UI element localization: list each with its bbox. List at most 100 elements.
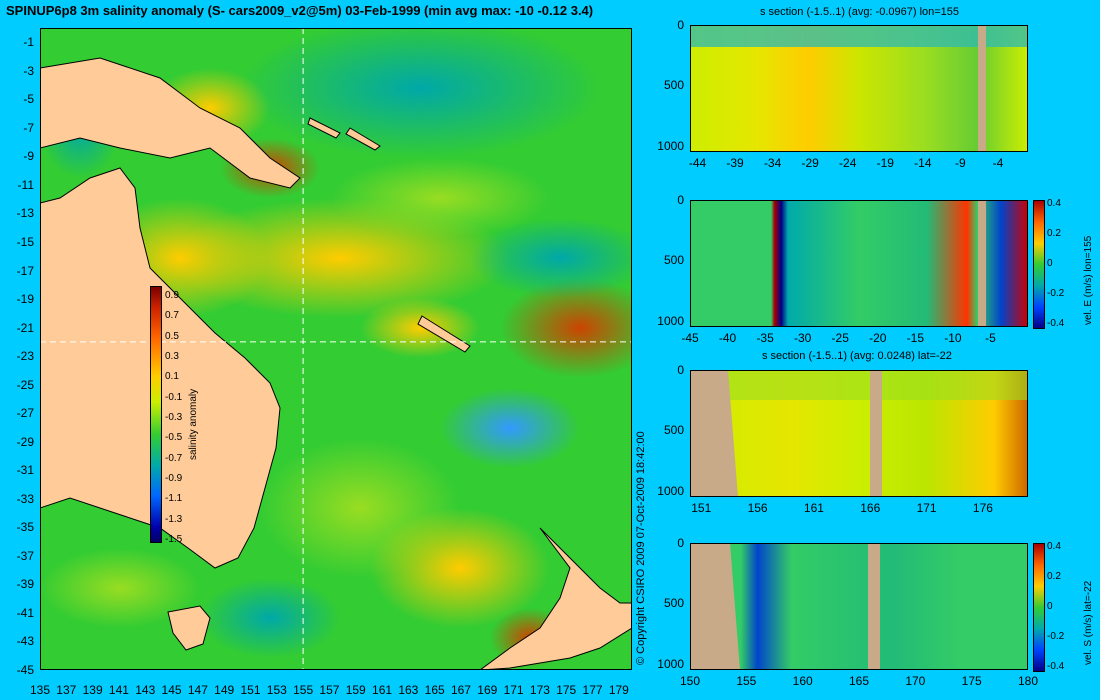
section-colorbar-tick: 0.4	[1047, 198, 1061, 209]
s-section-lat-title: s section (-1.5..1) (avg: 0.0248) lat=-2…	[762, 350, 952, 362]
section-x-tick: -44	[688, 156, 707, 170]
s-section-lon-frame	[690, 25, 1028, 152]
map-y-tick: -15	[16, 235, 34, 249]
map-y-tick: -35	[16, 520, 34, 535]
map-y-tick: -1	[23, 35, 34, 50]
map-y-tick: -39	[16, 577, 34, 592]
section-y-tick: 0	[677, 363, 684, 377]
map-colorbar-tick: -0.3	[165, 412, 183, 423]
map-y-tick: -21	[16, 320, 34, 335]
section-x-tick: -30	[793, 331, 812, 345]
section-x-tick: 166	[860, 501, 881, 515]
section-y-tick: 1000	[657, 483, 684, 498]
section-colorbar-tick: 0	[1047, 601, 1053, 612]
section-x-tick: 165	[848, 674, 870, 688]
section-x-tick: -15	[906, 331, 924, 345]
map-x-tick: 141	[108, 683, 129, 697]
map-x-tick: 167	[450, 683, 471, 697]
map-y-tick: -3	[23, 63, 34, 78]
map-x-tick: 145	[161, 683, 182, 697]
section-x-tick: 171	[916, 501, 937, 515]
section-colorbar-tick: -0.4	[1047, 661, 1065, 672]
vel-e-colorbar-label: vel. E (m/s) lon=155	[1083, 235, 1094, 325]
section-x-tick: 170	[905, 674, 926, 688]
section-y-tick: 1000	[657, 313, 684, 328]
map-x-tick: 171	[503, 683, 524, 697]
vel-s-land-2	[868, 543, 880, 670]
map-colorbar-tick: -1.3	[165, 513, 183, 525]
s-section-lat-land	[690, 370, 738, 497]
map-y-tick: -9	[23, 149, 34, 164]
section-x-tick: -39	[726, 156, 744, 170]
vel-e-colorbar	[1033, 200, 1045, 329]
section-x-tick: -5	[985, 331, 996, 345]
section-x-tick: -35	[756, 331, 774, 345]
section-y-tick: 0	[677, 18, 684, 32]
map-x-tick: 163	[398, 683, 419, 697]
map-colorbar-tick: 0.3	[165, 351, 179, 362]
vel-s-field	[690, 543, 1028, 670]
map-y-tick: -29	[16, 434, 34, 449]
map-colorbar-tick: -0.7	[165, 452, 183, 464]
section-colorbar-tick: -0.4	[1047, 318, 1065, 329]
map-y-tick: -43	[16, 634, 34, 649]
map-y-tick: -37	[16, 548, 34, 563]
map-x-tick: 157	[319, 683, 340, 697]
map-colorbar-tick: -1.5	[165, 534, 183, 545]
section-colorbar-tick: 0	[1047, 258, 1053, 269]
map-y-tick: -31	[16, 463, 34, 478]
map-colorbar-tick: -0.1	[165, 391, 183, 403]
tasmania-land	[167, 605, 211, 651]
map-y-tick: -25	[16, 377, 34, 392]
section-x-tick: -34	[763, 156, 782, 170]
section-colorbar-tick: -0.2	[1047, 631, 1065, 642]
vel-e-field	[690, 200, 1028, 327]
section-x-tick: -10	[944, 331, 962, 345]
new-caledonia-land	[417, 315, 471, 353]
map-colorbar-tick: 0.9	[165, 290, 179, 301]
section-colorbar-tick: 0.2	[1047, 228, 1061, 239]
section-x-tick: 175	[961, 674, 982, 688]
section-y-tick: 500	[663, 78, 684, 93]
vel-e-section-plot[interactable]	[690, 200, 1028, 327]
map-x-tick: 149	[214, 683, 235, 697]
map-x-tick: 135	[29, 683, 51, 697]
vel-e-frame	[690, 200, 1028, 327]
page-title: SPINUP6p8 3m salinity anomaly (S- cars20…	[6, 3, 594, 18]
section-x-tick: 161	[803, 501, 824, 515]
section-y-tick: 0	[677, 193, 684, 207]
s-section-lat-plot[interactable]	[690, 370, 1028, 497]
section-x-tick: -4	[992, 156, 1004, 170]
new-guinea-land	[40, 57, 301, 189]
s-section-lon-land	[978, 25, 986, 152]
vel-s-section-plot[interactable]	[690, 543, 1028, 670]
map-x-tick: 169	[477, 683, 498, 697]
map-y-tick: -45	[16, 663, 34, 677]
map-y-tick: -27	[16, 406, 34, 421]
s-section-lon-surface	[690, 25, 1028, 47]
section-y-tick: 500	[663, 596, 684, 611]
map-x-tick: 155	[293, 683, 314, 697]
section-x-tick: 156	[747, 501, 768, 515]
map-y-tick: -41	[16, 605, 34, 620]
section-x-tick: -24	[839, 156, 857, 170]
map-x-tick: 173	[529, 683, 550, 697]
s-section-lon-plot[interactable]	[690, 25, 1028, 152]
section-colorbar-tick: 0.4	[1047, 541, 1061, 552]
map-x-tick: 143	[135, 683, 156, 697]
copyright-text: © Copyright CSIRO 2009 07-Oct-2009 18:42…	[635, 431, 647, 665]
map-x-tick: 147	[187, 683, 208, 697]
section-x-tick: 155	[736, 674, 757, 688]
section-x-tick: -29	[801, 156, 819, 170]
map-y-tick: -11	[17, 177, 34, 192]
map-y-tick: -23	[16, 349, 34, 364]
map-y-tick: -5	[23, 92, 34, 107]
vel-s-frame	[690, 543, 1028, 670]
map-frame	[40, 28, 632, 670]
map-colorbar-tick: 0.1	[165, 371, 179, 383]
s-section-lat-land-2	[870, 370, 882, 497]
section-x-tick: -40	[718, 331, 737, 345]
vel-s-colorbar-label: vel. S (m/s) lat=-22	[1083, 580, 1094, 665]
section-x-tick: -14	[914, 156, 932, 170]
salinity-map[interactable]	[40, 28, 632, 670]
